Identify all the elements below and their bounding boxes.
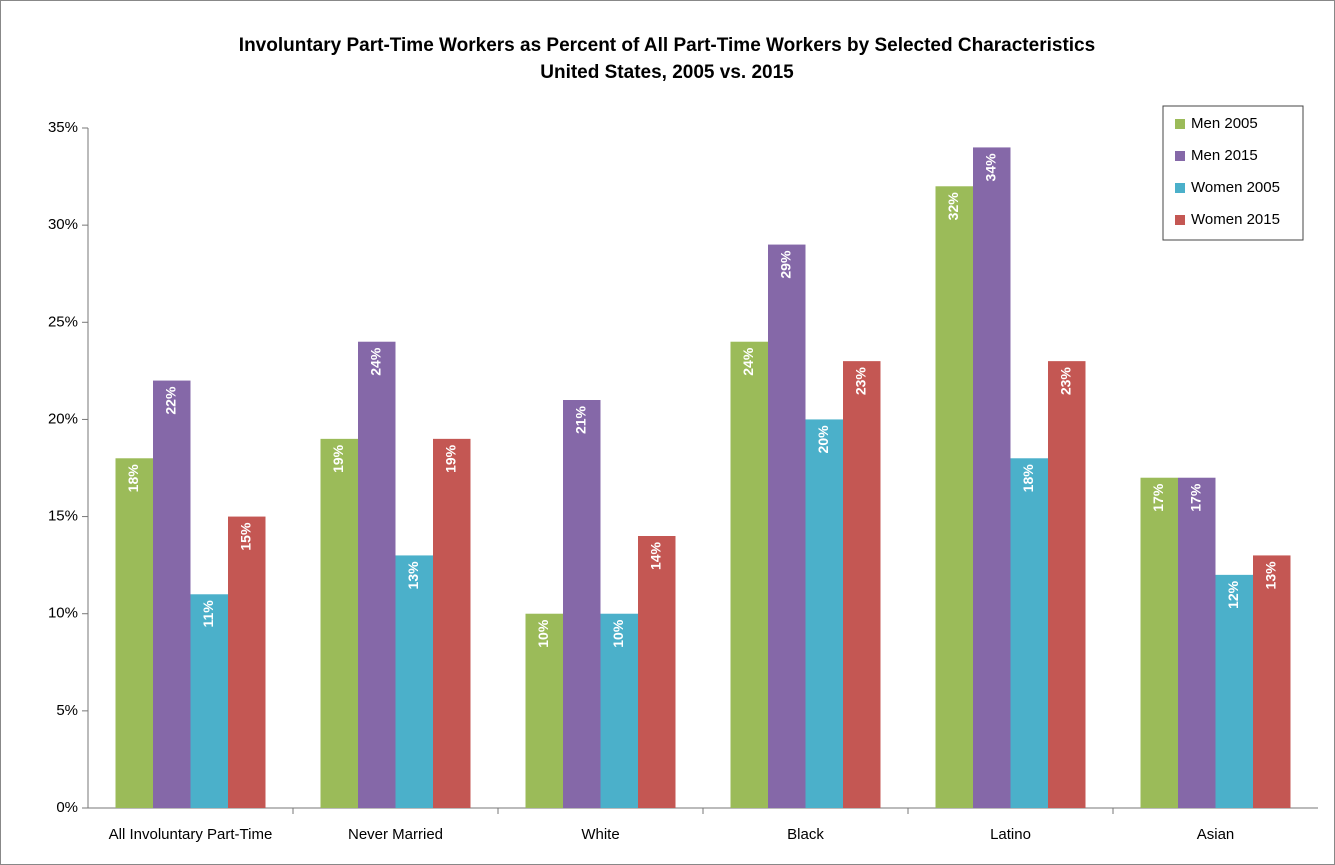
bar <box>638 536 676 808</box>
value-label: 20% <box>815 425 831 454</box>
value-label: 13% <box>1262 561 1278 590</box>
bar <box>1140 477 1178 808</box>
value-label: 18% <box>125 464 141 493</box>
value-label: 19% <box>442 444 458 473</box>
y-tick-label: 35% <box>48 119 78 136</box>
value-label: 24% <box>740 347 756 376</box>
legend-swatch <box>1175 151 1185 161</box>
legend-label: Men 2015 <box>1191 147 1258 164</box>
x-tick-label: Latino <box>990 826 1031 843</box>
legend-swatch <box>1175 183 1185 193</box>
x-tick-label: White <box>581 826 619 843</box>
bar <box>805 419 843 808</box>
y-tick-label: 20% <box>48 410 78 427</box>
x-tick-label: Asian <box>1197 826 1235 843</box>
x-tick-label: Never Married <box>348 826 443 843</box>
legend-label: Women 2005 <box>1191 179 1280 196</box>
bar <box>768 244 806 809</box>
bar <box>843 361 881 808</box>
chart-subtitle: United States, 2005 vs. 2015 <box>540 62 794 83</box>
legend-box <box>1162 105 1304 241</box>
value-label: 10% <box>610 619 626 648</box>
bar <box>1178 477 1216 808</box>
bar <box>973 147 1011 808</box>
bar <box>190 594 228 808</box>
legend-label: Women 2015 <box>1191 211 1280 228</box>
bar <box>115 458 153 808</box>
value-label: 22% <box>162 386 178 415</box>
value-label: 19% <box>330 444 346 473</box>
bar <box>600 613 638 808</box>
bar <box>935 186 973 809</box>
value-label: 11% <box>200 600 216 628</box>
bar <box>1215 574 1253 808</box>
y-tick-label: 15% <box>48 508 78 525</box>
value-label: 23% <box>1057 367 1073 396</box>
y-tick-label: 10% <box>48 605 78 622</box>
y-tick-label: 25% <box>48 313 78 330</box>
bar <box>228 516 266 808</box>
bar <box>153 380 191 808</box>
y-tick-label: 5% <box>56 702 78 719</box>
value-label: 13% <box>405 561 421 590</box>
bar <box>1048 361 1086 808</box>
x-tick-label: All Involuntary Part-Time <box>109 826 273 843</box>
value-label: 24% <box>367 347 383 376</box>
value-label: 15% <box>237 522 253 551</box>
bar <box>320 438 358 808</box>
value-label: 17% <box>1187 483 1203 512</box>
value-label: 23% <box>852 367 868 396</box>
bar <box>358 341 396 808</box>
value-label: 18% <box>1020 464 1036 493</box>
y-tick-label: 0% <box>56 799 78 816</box>
value-label: 32% <box>945 192 961 221</box>
value-label: 29% <box>777 250 793 279</box>
value-label: 12% <box>1225 580 1241 609</box>
y-tick-label: 30% <box>48 216 78 233</box>
bar <box>525 613 563 808</box>
value-label: 17% <box>1150 483 1166 512</box>
chart-title: Involuntary Part-Time Workers as Percent… <box>239 35 1095 56</box>
bar <box>563 400 601 808</box>
bar <box>1010 458 1048 808</box>
bar <box>395 555 433 808</box>
value-label: 34% <box>982 153 998 182</box>
value-label: 21% <box>572 405 588 434</box>
value-label: 14% <box>647 541 663 570</box>
bar <box>433 438 471 808</box>
bar <box>730 341 768 808</box>
legend-label: Men 2005 <box>1191 115 1258 132</box>
legend-swatch <box>1175 119 1185 129</box>
bar <box>1253 555 1291 808</box>
value-label: 10% <box>535 619 551 648</box>
legend-swatch <box>1175 215 1185 225</box>
x-tick-label: Black <box>787 826 824 843</box>
